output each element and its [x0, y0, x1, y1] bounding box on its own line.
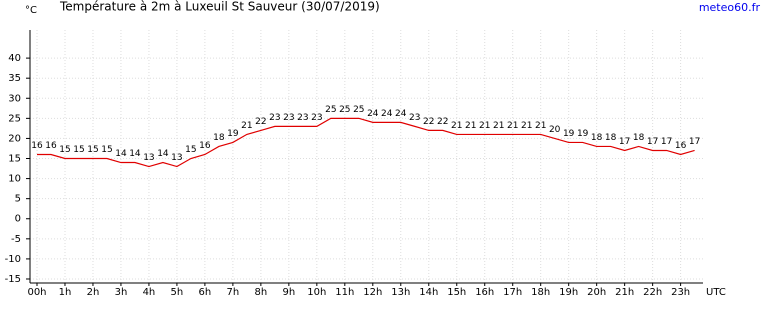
- x-tick-label: 13h: [391, 287, 410, 298]
- data-label: 23: [311, 113, 322, 123]
- data-label: 14: [157, 149, 169, 159]
- data-label: 19: [563, 129, 575, 139]
- x-tick-label: 20h: [587, 287, 606, 298]
- y-tick-label: -10: [5, 254, 21, 265]
- x-axis-label: UTC: [706, 287, 726, 298]
- x-tick-label: 11h: [335, 287, 354, 298]
- x-tick-label: 14h: [419, 287, 438, 298]
- data-label: 24: [395, 109, 407, 119]
- y-tick-label: -5: [11, 234, 21, 245]
- data-label: 21: [451, 121, 462, 131]
- x-tick-label: 1h: [59, 287, 72, 298]
- x-tick-label: 9h: [282, 287, 295, 298]
- data-label: 24: [367, 109, 379, 119]
- x-tick-label: 00h: [27, 287, 46, 298]
- data-label: 13: [143, 153, 154, 163]
- data-label: 18: [605, 133, 617, 143]
- data-label: 14: [115, 149, 127, 159]
- y-tick-label: 0: [15, 214, 21, 225]
- y-tick-label: 10: [8, 174, 21, 185]
- x-tick-label: 3h: [115, 287, 128, 298]
- data-label: 23: [297, 113, 308, 123]
- data-label: 14: [129, 149, 141, 159]
- data-label: 21: [521, 121, 532, 131]
- data-label: 19: [227, 129, 239, 139]
- y-tick-label: 15: [8, 154, 21, 165]
- data-label: 21: [507, 121, 518, 131]
- data-label: 15: [73, 145, 84, 155]
- data-label: 18: [591, 133, 603, 143]
- y-tick-label: -15: [5, 274, 21, 285]
- y-tick-label: 35: [8, 73, 21, 84]
- data-label: 15: [59, 145, 70, 155]
- x-tick-label: 5h: [171, 287, 184, 298]
- y-tick-label: 5: [15, 194, 21, 205]
- x-tick-label: 18h: [531, 287, 550, 298]
- data-label: 16: [675, 141, 687, 151]
- y-tick-label: 30: [8, 93, 21, 104]
- data-label: 15: [87, 145, 98, 155]
- y-tick-label: 20: [8, 133, 21, 144]
- x-tick-label: 2h: [87, 287, 100, 298]
- data-label: 22: [423, 117, 434, 127]
- data-label: 13: [171, 153, 182, 163]
- y-tick-label: 40: [8, 53, 21, 64]
- data-label: 18: [633, 133, 645, 143]
- data-label: 21: [493, 121, 504, 131]
- data-label: 21: [535, 121, 546, 131]
- data-label: 16: [45, 141, 57, 151]
- data-label: 18: [213, 133, 225, 143]
- x-tick-label: 6h: [199, 287, 212, 298]
- x-tick-label: 12h: [363, 287, 382, 298]
- data-label: 25: [325, 105, 336, 115]
- x-tick-label: 21h: [615, 287, 634, 298]
- x-tick-label: 17h: [503, 287, 522, 298]
- data-label: 25: [353, 105, 364, 115]
- y-tick-label: 25: [8, 113, 21, 124]
- data-label: 20: [549, 125, 561, 135]
- source-link[interactable]: meteo60.fr: [699, 1, 761, 14]
- data-label: 21: [241, 121, 252, 131]
- data-label: 17: [647, 137, 658, 147]
- x-tick-label: 8h: [255, 287, 268, 298]
- x-tick-label: 22h: [643, 287, 662, 298]
- data-label: 23: [283, 113, 294, 123]
- data-label: 23: [269, 113, 280, 123]
- x-tick-label: 10h: [307, 287, 326, 298]
- unit-label: °C: [25, 5, 37, 16]
- data-label: 16: [31, 141, 43, 151]
- temperature-line: [36, 117, 695, 168]
- x-tick-label: 7h: [227, 287, 240, 298]
- x-tick-label: 15h: [447, 287, 466, 298]
- x-tick-label: 19h: [559, 287, 578, 298]
- data-label: 17: [661, 137, 672, 147]
- data-label: 19: [577, 129, 589, 139]
- data-label: 25: [339, 105, 350, 115]
- data-label: 17: [619, 137, 630, 147]
- data-label: 21: [479, 121, 490, 131]
- data-label: 22: [255, 117, 266, 127]
- data-label: 15: [185, 145, 196, 155]
- data-label: 16: [199, 141, 211, 151]
- data-label: 23: [409, 113, 420, 123]
- x-tick-label: 4h: [143, 287, 156, 298]
- data-label: 24: [381, 109, 393, 119]
- data-label: 22: [437, 117, 448, 127]
- x-tick-label: 23h: [671, 287, 690, 298]
- x-tick-label: 16h: [475, 287, 494, 298]
- chart-title: Température à 2m à Luxeuil St Sauveur (3…: [59, 0, 380, 14]
- data-label: 15: [101, 145, 112, 155]
- data-label: 17: [689, 137, 700, 147]
- data-label: 21: [465, 121, 476, 131]
